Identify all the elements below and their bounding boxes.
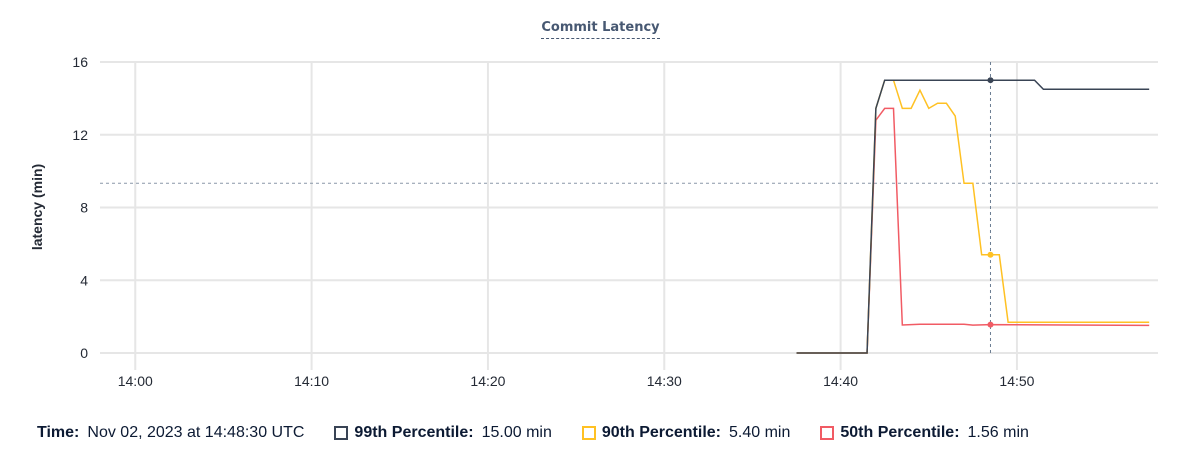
y-tick-label: 12: [72, 127, 88, 143]
y-tick-label: 4: [80, 272, 88, 288]
hover-point-99th: [987, 77, 994, 84]
p90-label: 90th Percentile:: [601, 424, 721, 441]
y-axis-label: latency (min): [29, 164, 45, 250]
time-value: Nov 02, 2023 at 14:48:30 UTC: [87, 424, 305, 441]
hover-point-90th: [987, 251, 994, 258]
p99-value: 15.00 min: [481, 424, 552, 441]
legend-item-p90: 90th Percentile: 5.40 min: [581, 424, 791, 442]
y-tick-label: 16: [72, 54, 88, 70]
x-tick-label: 14:00: [118, 373, 153, 389]
x-tick-label: 14:30: [647, 373, 682, 389]
y-tick-label: 8: [80, 200, 88, 216]
x-tick-label: 14:50: [999, 373, 1034, 389]
x-tick-label: 14:10: [294, 373, 329, 389]
series-line-99th: [796, 79, 1150, 354]
hover-point-50th: [987, 321, 994, 328]
p50-value: 1.56 min: [967, 424, 1029, 441]
p90-swatch: [581, 426, 596, 440]
series-line-50th: [796, 107, 1150, 354]
p90-value: 5.40 min: [729, 424, 791, 441]
series-line-90th: [796, 79, 1150, 354]
p99-swatch: [334, 426, 349, 440]
chart-title-wrap: Commit Latency: [0, 18, 1201, 39]
legend-item-p50: 50th Percentile: 1.56 min: [820, 424, 1029, 442]
time-label: Time:: [37, 424, 80, 441]
x-tick-label: 14:40: [823, 373, 858, 389]
legend: Time: Nov 02, 2023 at 14:48:30 UTC 99th …: [37, 424, 1059, 442]
chart-title[interactable]: Commit Latency: [541, 20, 660, 39]
y-tick-label: 0: [80, 345, 88, 361]
latency-chart[interactable]: 0 4 8 12 16 14:00 14:10 14:20 14:30 14:40 14:50 lat…: [0, 0, 1201, 400]
p50-swatch: [820, 426, 835, 440]
p50-label: 50th Percentile:: [840, 424, 960, 441]
x-tick-label: 14:20: [470, 373, 505, 389]
legend-time: Time: Nov 02, 2023 at 14:48:30 UTC: [37, 424, 304, 442]
legend-item-p99: 99th Percentile: 15.00 min: [334, 424, 552, 442]
p99-label: 99th Percentile:: [354, 424, 474, 441]
